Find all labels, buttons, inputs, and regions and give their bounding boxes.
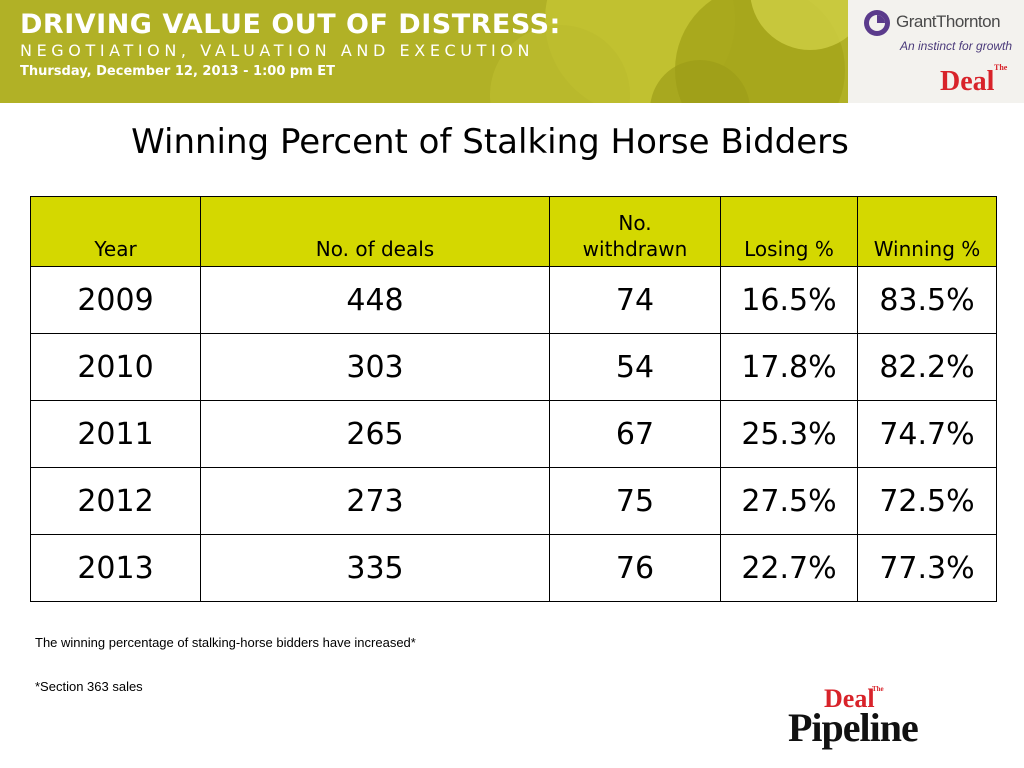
table-row: 2013 335 76 22.7% 77.3% [30, 534, 997, 602]
cell-deals: 335 [200, 534, 550, 602]
stalking-horse-table: Year No. of deals No. withdrawn Losing %… [30, 196, 997, 602]
cell-losing: 27.5% [720, 467, 858, 535]
cell-year: 2010 [30, 333, 201, 401]
table-row: 2012 273 75 27.5% 72.5% [30, 467, 997, 535]
cell-year: 2012 [30, 467, 201, 535]
cell-year: 2011 [30, 400, 201, 468]
the-deal-logo: Deal The [940, 63, 1008, 94]
cell-year: 2009 [30, 266, 201, 334]
deal-pipeline-logo-deal: Deal [824, 684, 875, 713]
banner-date: Thursday, December 12, 2013 - 1:00 pm ET [20, 64, 336, 79]
banner-subtitle: NEGOTIATION, VALUATION AND EXECUTION [20, 41, 535, 60]
cell-withdrawn: 67 [549, 400, 721, 468]
table-row: 2011 265 67 25.3% 74.7% [30, 400, 997, 468]
cell-deals: 303 [200, 333, 550, 401]
sponsor-tagline: An instinct for growth [900, 39, 1013, 53]
cell-year: 2013 [30, 534, 201, 602]
cell-winning: 72.5% [857, 467, 997, 535]
page-title: Winning Percent of Stalking Horse Bidder… [131, 122, 849, 162]
cell-winning: 74.7% [857, 400, 997, 468]
header-withdrawn-line1: No. [618, 211, 652, 235]
cell-losing: 25.3% [720, 400, 858, 468]
cell-deals: 448 [200, 266, 550, 334]
deal-pipeline-logo: Deal The Pipeline [788, 684, 919, 750]
header-withdrawn: No. withdrawn [549, 196, 721, 267]
event-banner: DRIVING VALUE OUT OF DISTRESS: NEGOTIATI… [0, 0, 1024, 103]
cell-winning: 83.5% [857, 266, 997, 334]
banner-title: DRIVING VALUE OUT OF DISTRESS: [20, 9, 561, 40]
cell-winning: 77.3% [857, 534, 997, 602]
grant-thornton-logo-icon [864, 10, 890, 36]
header-deals: No. of deals [200, 196, 550, 267]
deal-pipeline-logo-pipeline: Pipeline [788, 705, 918, 750]
header-year: Year [30, 196, 201, 267]
header-winning: Winning % [857, 196, 997, 267]
cell-losing: 22.7% [720, 534, 858, 602]
the-deal-logo-prefix: The [994, 63, 1008, 72]
sponsor-panel: GrantThornton An instinct for growth Dea… [848, 0, 1024, 103]
cell-deals: 265 [200, 400, 550, 468]
cell-losing: 16.5% [720, 266, 858, 334]
cell-withdrawn: 74 [549, 266, 721, 334]
cell-losing: 17.8% [720, 333, 858, 401]
deal-pipeline-logo-prefix: The [872, 685, 884, 693]
table-header-row: Year No. of deals No. withdrawn Losing %… [30, 196, 997, 267]
cell-deals: 273 [200, 467, 550, 535]
the-deal-logo-text: Deal [940, 66, 995, 94]
banner-circle-graphic [0, 0, 848, 103]
header-losing: Losing % [720, 196, 858, 267]
cell-withdrawn: 75 [549, 467, 721, 535]
cell-winning: 82.2% [857, 333, 997, 401]
header-withdrawn-line2: withdrawn [582, 237, 688, 261]
section-363-footnote: *Section 363 sales [35, 679, 143, 694]
cell-withdrawn: 54 [549, 333, 721, 401]
sponsor-name: GrantThornton [896, 12, 1001, 31]
table-row: 2010 303 54 17.8% 82.2% [30, 333, 997, 401]
table-row: 2009 448 74 16.5% 83.5% [30, 266, 997, 334]
cell-withdrawn: 76 [549, 534, 721, 602]
finding-note: The winning percentage of stalking-horse… [35, 635, 416, 650]
